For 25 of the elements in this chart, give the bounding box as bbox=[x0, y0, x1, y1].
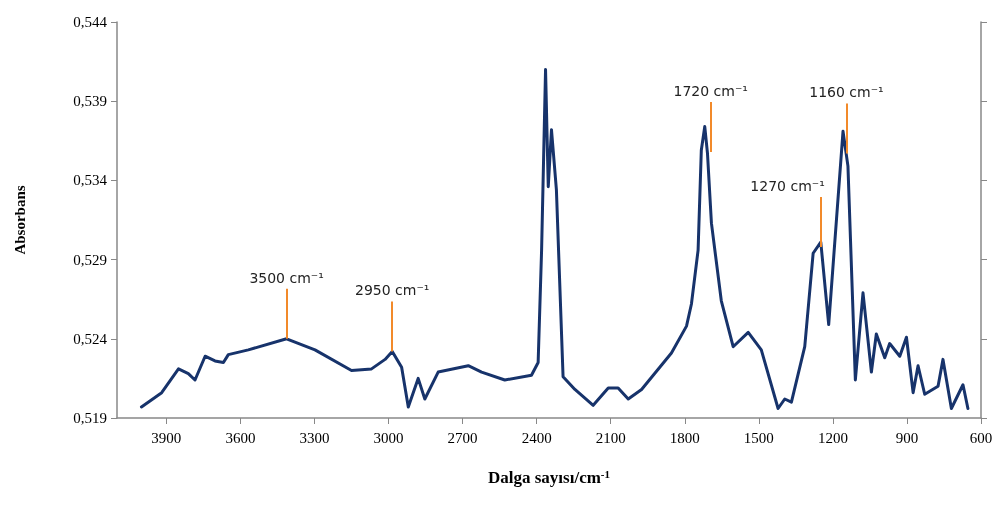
x-tick-label: 3900 bbox=[151, 429, 182, 446]
annotation: 1720 cm⁻¹ bbox=[673, 82, 748, 99]
y-tick-label: 0,519 bbox=[73, 410, 107, 426]
x-tick-label: 1200 bbox=[817, 429, 848, 446]
x-tick-label: 3600 bbox=[225, 429, 256, 446]
x-tick-label: 900 bbox=[895, 429, 919, 446]
y-axis-title: Absorbans bbox=[11, 185, 28, 255]
x-tick-label: 3000 bbox=[373, 429, 404, 446]
line-series bbox=[139, 68, 970, 410]
x-tick-label: 600 bbox=[969, 429, 993, 446]
x-tick-label: 1500 bbox=[743, 429, 774, 446]
y-tick-label: 0,544 bbox=[73, 14, 108, 30]
y-tick-label: 0,539 bbox=[73, 93, 107, 110]
y-tick-label: 0,524 bbox=[73, 330, 108, 347]
x-tick-label: 1800 bbox=[669, 429, 700, 446]
y-tick-label: 0,529 bbox=[73, 251, 107, 268]
x-tick-label: 3300 bbox=[299, 429, 330, 446]
annotation: 1270 cm⁻¹ bbox=[750, 177, 825, 194]
x-tick-label: 2400 bbox=[521, 429, 552, 446]
y-tick-label: 0,534 bbox=[73, 172, 108, 189]
annotation: 3500 cm⁻¹ bbox=[249, 269, 324, 286]
annotation: 2950 cm⁻¹ bbox=[355, 282, 430, 299]
x-tick-label: 2700 bbox=[447, 429, 478, 446]
annotation: 1160 cm⁻¹ bbox=[809, 84, 884, 101]
x-tick-label: 2100 bbox=[595, 429, 626, 446]
